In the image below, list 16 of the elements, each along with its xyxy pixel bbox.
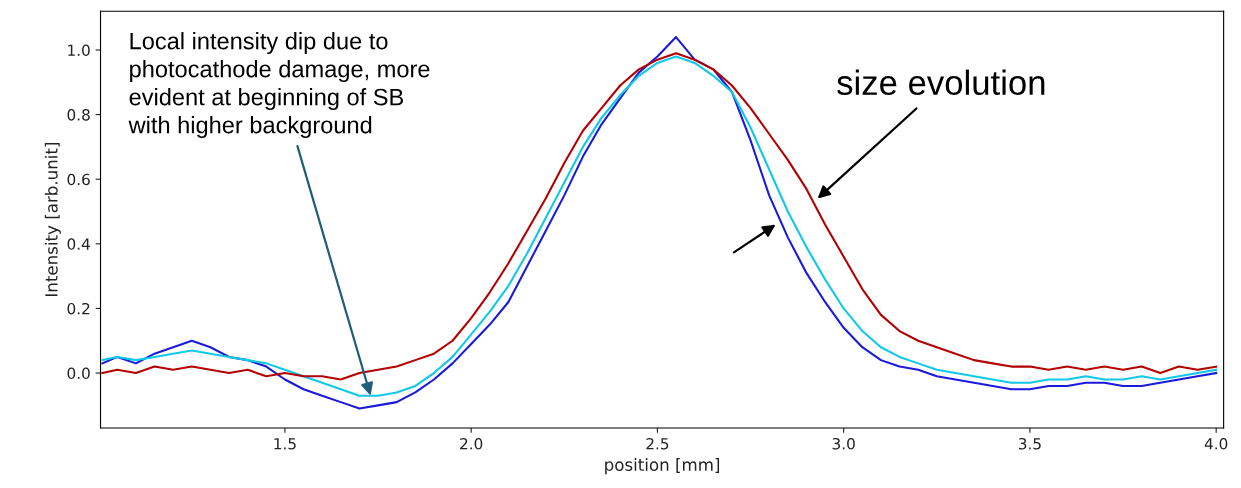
y-tick-label: 0.0 <box>67 367 90 380</box>
y-tick-label: 0.4 <box>67 238 90 250</box>
y-tick-label: 0.8 <box>67 109 90 121</box>
x-axis-title: position [mm] <box>605 458 720 475</box>
y-tick-label: 0.6 <box>67 173 90 186</box>
y-axis-title: Intensity [arb.unit] <box>44 142 61 296</box>
y-tick-label: 0.2 <box>67 302 90 315</box>
annotation: Local intensity dip due to photocathode damage, more evident at beginning of SB with higher background <box>128 32 430 139</box>
x-tick-label: 2.0 <box>460 437 483 450</box>
x-tick-label: 4.0 <box>1204 437 1228 450</box>
y-tick-label: 1.0 <box>68 44 90 57</box>
x-tick-label: 3.5 <box>1018 437 1041 450</box>
x-tick-label: 1.5 <box>274 438 296 450</box>
x-tick-label: 2.5 <box>646 437 669 450</box>
x-tick-label: 3.0 <box>832 437 855 450</box>
annotation: size evolution <box>837 69 1045 96</box>
